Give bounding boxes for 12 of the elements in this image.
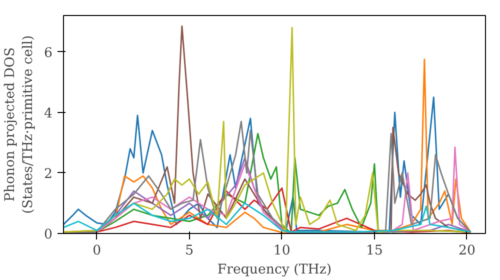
- x-tick-label: 5: [185, 244, 194, 258]
- y-tick-label: 6: [44, 46, 53, 61]
- line-series: [64, 202, 472, 233]
- x-tick-label: 10: [273, 244, 290, 258]
- x-tick-label: 20: [458, 244, 476, 258]
- y-tick-label: 0: [44, 228, 53, 242]
- y-axis-title: Phonon projected DOS (States/THz·primitive cell): [3, 35, 36, 214]
- x-axis-title: Frequency (THz): [217, 262, 332, 278]
- x-tick-label: 15: [366, 244, 383, 258]
- y-tick-label: 2: [44, 166, 53, 182]
- x-tick-label: 0: [92, 244, 102, 258]
- y-tick-label: 4: [44, 106, 53, 122]
